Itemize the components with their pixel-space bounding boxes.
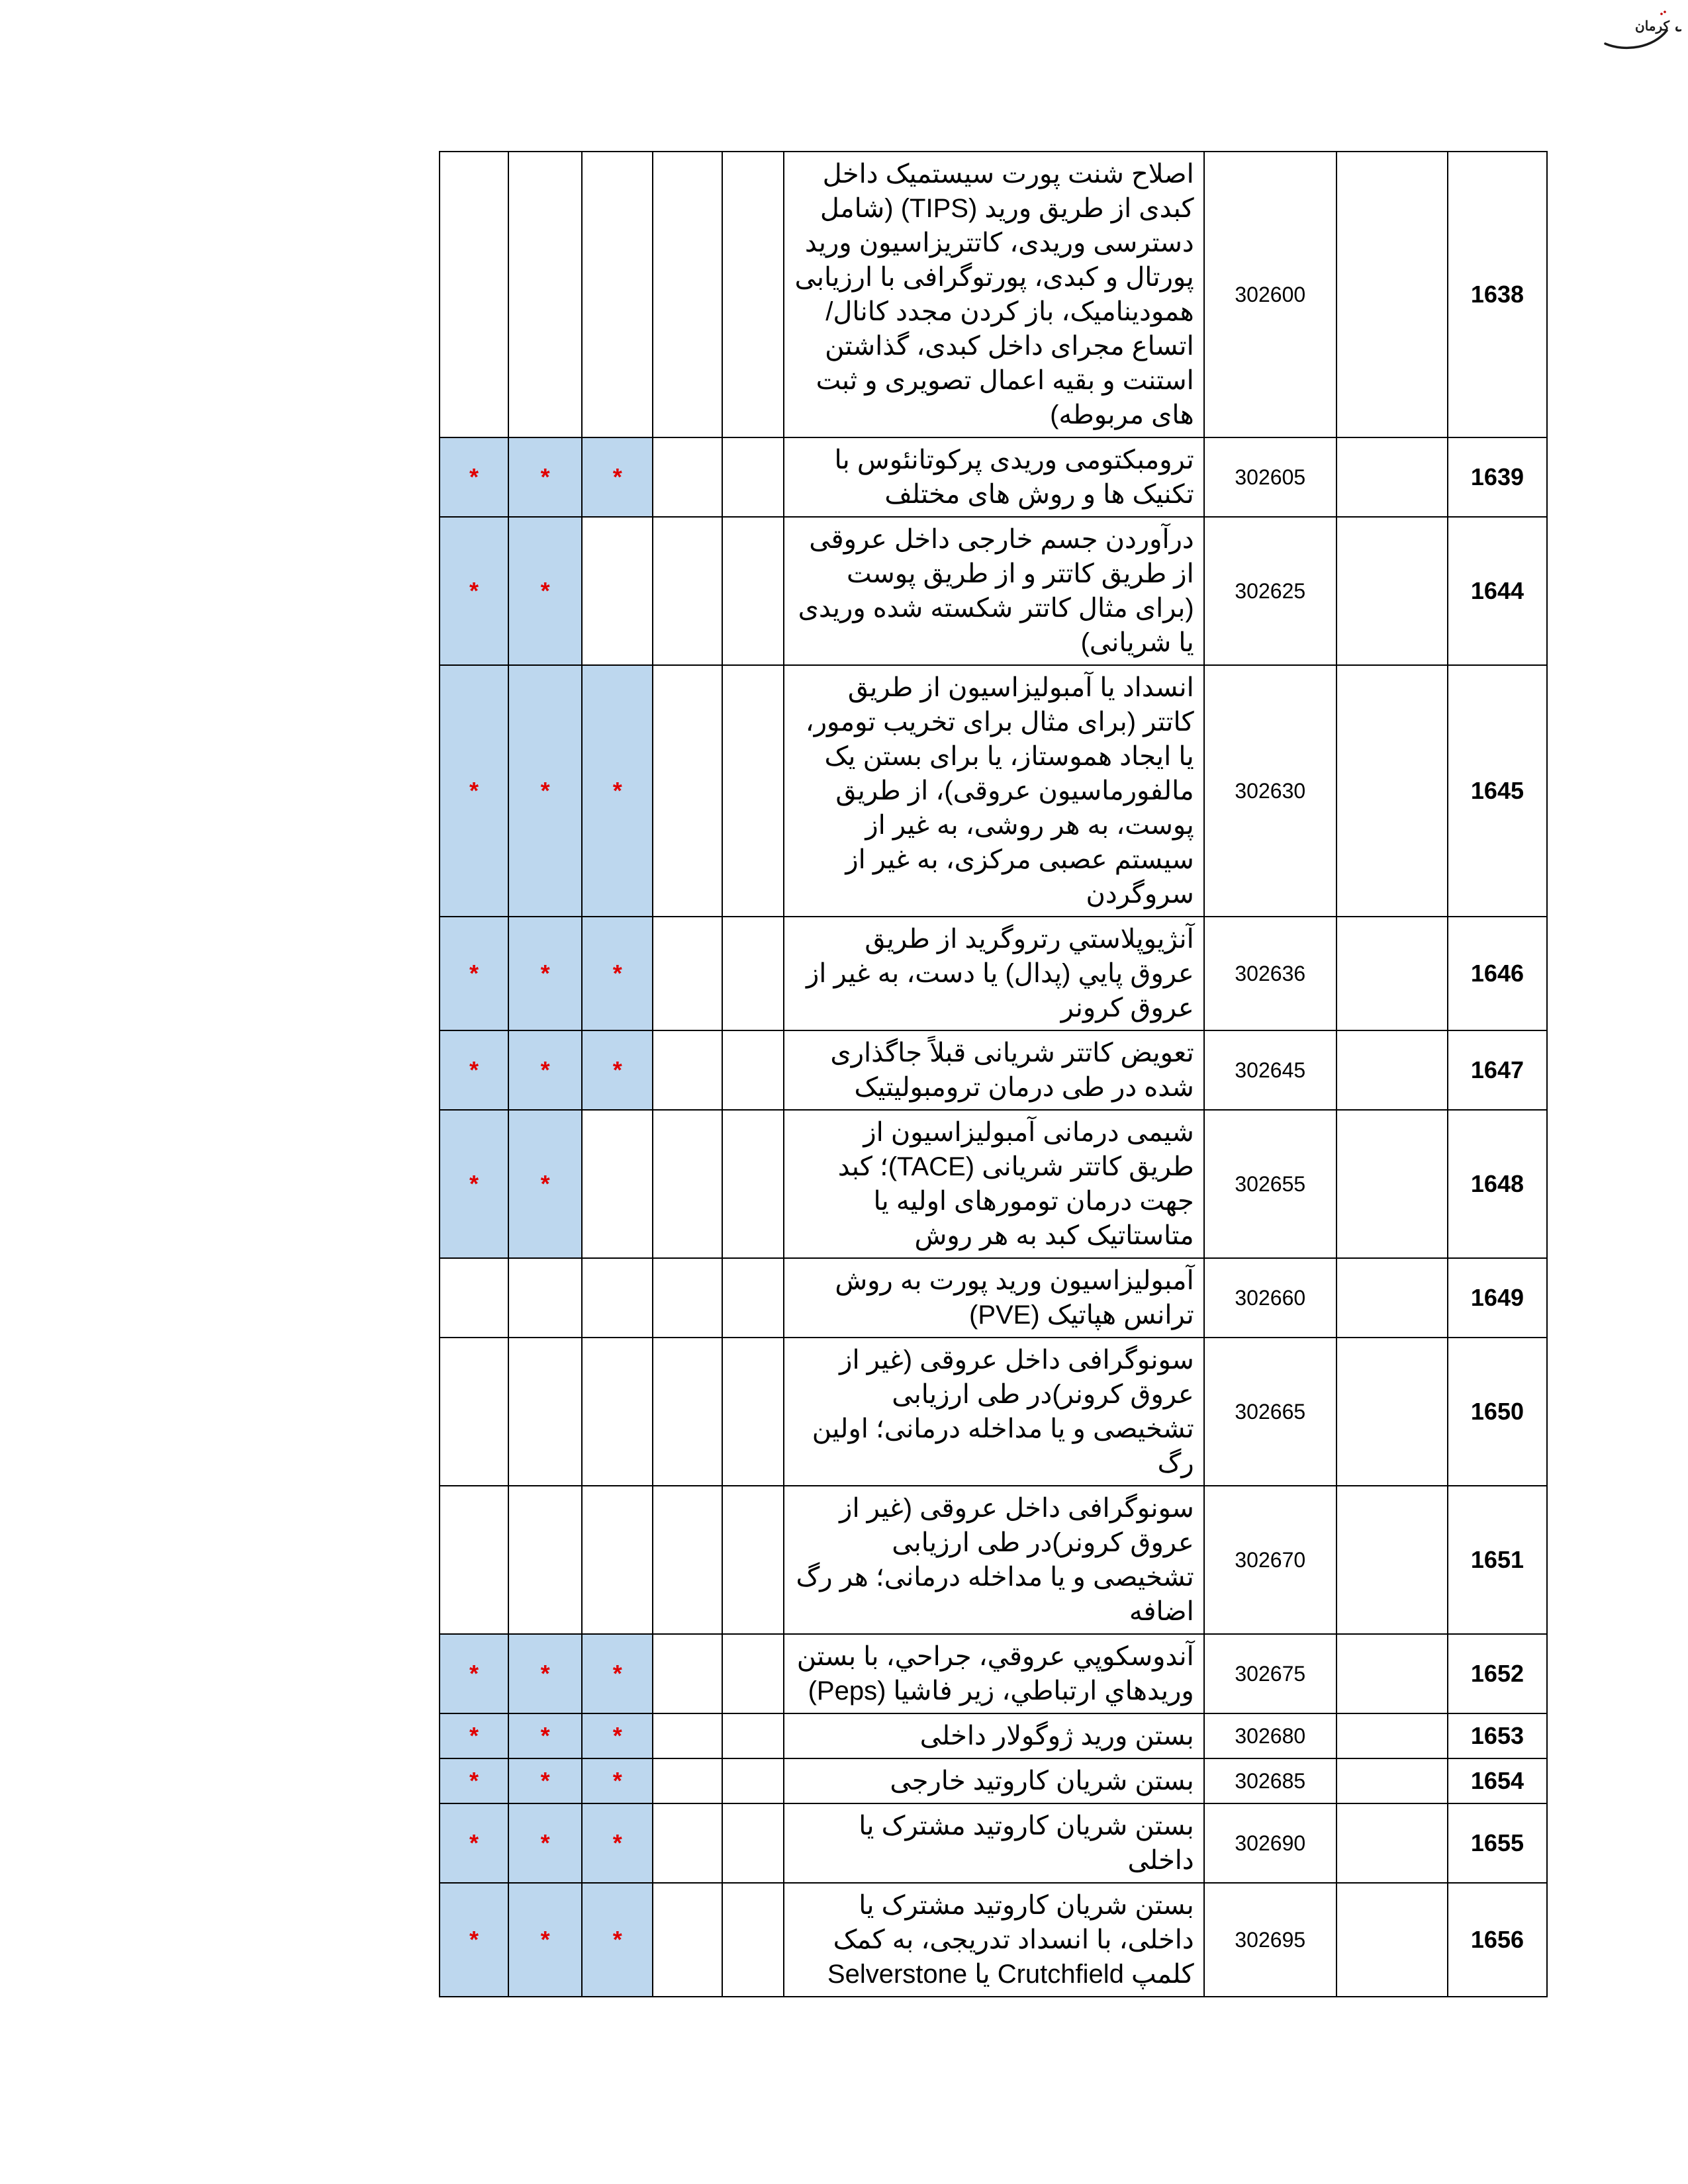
svg-text:کرمان: کرمان [1635,19,1670,34]
svg-text:تابناک: تابناک [1671,9,1681,36]
